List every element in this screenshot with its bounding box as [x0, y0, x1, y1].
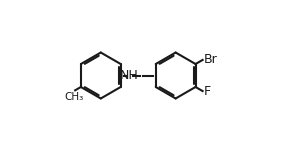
Text: F: F — [203, 85, 211, 98]
Text: CH₃: CH₃ — [65, 92, 84, 102]
Text: NH: NH — [120, 69, 139, 82]
Text: Br: Br — [203, 53, 217, 66]
